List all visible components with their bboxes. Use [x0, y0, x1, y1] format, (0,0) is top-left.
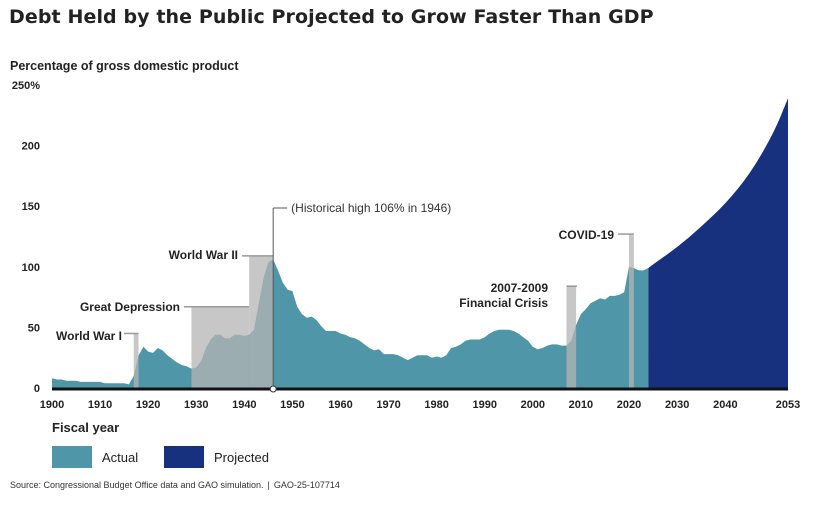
x-tick-label: 1910	[88, 399, 112, 411]
shaded-period	[566, 286, 577, 388]
x-tick-label: 1990	[473, 399, 497, 411]
x-tick-label: 1980	[424, 399, 448, 411]
legend-label: Projected	[214, 450, 269, 465]
period-label: COVID-19	[559, 228, 615, 242]
y-tick-label: 100	[22, 262, 40, 274]
y-axis-label: Percentage of gross domestic product	[10, 59, 239, 73]
shaded-period	[133, 333, 139, 388]
y-tick-label: 0	[34, 383, 40, 395]
x-tick-label: 2030	[665, 399, 689, 411]
x-tick-label: 2020	[617, 399, 641, 411]
x-tick-label: 1940	[232, 399, 256, 411]
annotation-label: (Historical high 106% in 1946)	[291, 201, 451, 215]
x-tick-label: 1930	[184, 399, 208, 411]
x-tick-label: 1900	[40, 399, 64, 411]
x-tick-label: 1970	[376, 399, 400, 411]
period-label: 2007-2009	[491, 281, 549, 295]
x-tick-label: 2010	[569, 399, 593, 411]
report-id: GAO-25-107714	[273, 480, 340, 490]
y-tick-label: 50	[28, 322, 40, 334]
source-text: Source: Congressional Budget Office data…	[10, 480, 264, 490]
legend-label: Actual	[102, 450, 138, 465]
y-tick-label: 150	[22, 201, 40, 213]
period-label: Great Depression	[80, 300, 180, 314]
x-tick-label: 2053	[776, 399, 800, 411]
legend-swatch	[52, 446, 92, 468]
source-note: Source: Congressional Budget Office data…	[10, 480, 340, 490]
legend-swatch	[164, 446, 204, 468]
chart-title: Debt Held by the Public Projected to Gro…	[9, 6, 654, 28]
y-tick-label: 200	[22, 141, 40, 153]
actual-series-area	[52, 259, 649, 388]
annotation-marker	[269, 385, 277, 393]
x-tick-label: 2040	[713, 399, 737, 411]
projected-series-area	[648, 98, 788, 389]
period-label: World War I	[56, 329, 122, 343]
x-tick-label: 1920	[136, 399, 160, 411]
x-axis-label: Fiscal year	[52, 420, 119, 435]
period-label: Financial Crisis	[459, 296, 548, 310]
y-tick-label: 250%	[12, 80, 40, 92]
x-tick-label: 2000	[521, 399, 545, 411]
period-label: World War II	[169, 248, 238, 262]
shaded-period	[629, 234, 634, 388]
shaded-period	[191, 306, 250, 388]
shaded-period	[249, 255, 274, 388]
x-tick-label: 1950	[280, 399, 304, 411]
source-separator: |	[267, 480, 270, 490]
x-tick-label: 1960	[328, 399, 352, 411]
